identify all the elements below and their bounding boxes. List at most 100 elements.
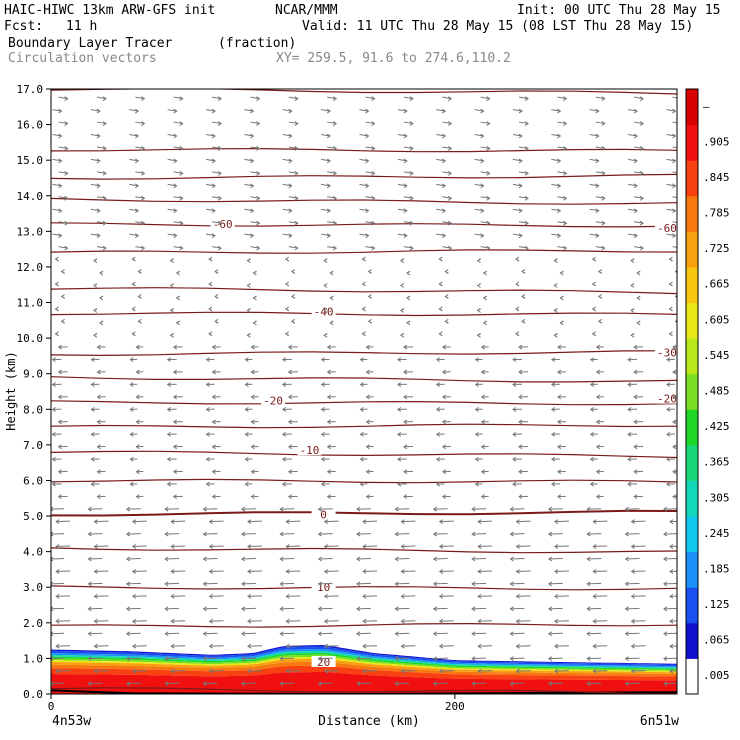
vector-arrowhead — [217, 96, 222, 102]
vector-arrowhead — [666, 481, 671, 487]
vector-arrowhead — [403, 108, 408, 114]
vector-arrowhead — [512, 382, 517, 387]
contour-line — [51, 197, 677, 205]
vector-arrow — [327, 246, 337, 249]
vector-arrowhead — [521, 269, 526, 274]
vector-arrowhead — [633, 158, 638, 164]
vector-arrow — [96, 96, 107, 100]
vector-arrow — [663, 508, 677, 510]
vector-arrowhead — [164, 656, 169, 662]
vector-arrow — [365, 146, 375, 149]
vector-arrow — [478, 645, 493, 647]
vector-arrowhead — [240, 531, 246, 537]
vector-arrowhead — [627, 431, 632, 437]
vector-arrowhead — [211, 344, 216, 350]
vector-arrowhead — [361, 331, 366, 337]
vector-arrowhead — [586, 681, 591, 686]
vector-arrowhead — [217, 146, 222, 151]
vector-arrowhead — [290, 294, 296, 299]
vector-arrowhead — [601, 195, 606, 201]
vector-arrowhead — [125, 556, 131, 562]
vector-arrow — [132, 645, 147, 647]
vector-arrow — [94, 670, 109, 672]
vector-arrow — [557, 146, 567, 149]
vector-arrowhead — [326, 158, 332, 164]
vector-arrowhead — [438, 544, 444, 549]
vector-arrowhead — [131, 643, 137, 649]
colorbar-label: .005 — [703, 669, 730, 682]
vector-arrowhead — [563, 96, 568, 102]
vector-arrowhead — [672, 183, 677, 189]
vector-arrowhead — [359, 456, 364, 462]
vector-arrowhead — [93, 519, 98, 525]
contour-label: -20 — [263, 394, 283, 407]
vector-arrow — [250, 171, 260, 174]
vector-arrowhead — [64, 245, 69, 251]
contour-line — [51, 687, 677, 694]
vector-arrow — [167, 109, 177, 112]
vector-arrowhead — [252, 320, 257, 326]
vector-arrowhead — [284, 281, 290, 287]
vector-arrowhead — [135, 344, 140, 350]
vector-arrowhead — [179, 96, 184, 102]
vector-arrowhead — [589, 382, 594, 387]
vector-arrowhead — [285, 643, 290, 649]
vector-arrowhead — [294, 96, 299, 102]
vector-arrow — [171, 670, 186, 672]
vector-arrow — [554, 670, 569, 672]
vector-arrowhead — [509, 681, 514, 686]
vector-arrow — [557, 221, 567, 224]
vector-arrowhead — [60, 318, 65, 324]
vector-arrowhead — [246, 332, 251, 338]
vector-arrow — [56, 670, 71, 672]
vector-arrowhead — [359, 382, 364, 387]
vector-arrow — [173, 171, 183, 174]
vector-arrowhead — [509, 531, 514, 537]
y-axis-label: Height (km) — [4, 351, 18, 430]
vector-arrowhead — [93, 643, 98, 649]
colorbar-swatch — [686, 622, 698, 659]
vector-arrow — [318, 533, 333, 535]
vector-arrowhead — [586, 531, 591, 537]
vector-arrowhead — [57, 444, 62, 450]
y-tick-label: 0.0 — [23, 688, 43, 701]
vector-arrow — [672, 246, 677, 248]
vector-arrow — [94, 645, 109, 647]
vector-arrowhead — [518, 344, 523, 350]
vector-arrowhead — [515, 256, 520, 262]
vector-arrow — [672, 121, 677, 124]
vector-arrowhead — [624, 631, 629, 637]
vector-arrowhead — [164, 506, 169, 512]
vector-arrow — [557, 96, 567, 100]
vector-arrowhead — [666, 382, 671, 387]
vector-arrowhead — [279, 531, 284, 537]
vector-arrow — [593, 670, 608, 672]
vector-arrowhead — [668, 331, 673, 337]
vector-arrowhead — [332, 245, 338, 251]
vector-arrowhead — [399, 307, 405, 313]
vector-arrowhead — [332, 195, 338, 201]
vector-arrow — [286, 670, 301, 672]
vector-arrowhead — [471, 581, 476, 587]
vector-arrow — [587, 607, 602, 610]
vector-arrow — [595, 171, 605, 174]
vector-arrowhead — [240, 581, 246, 587]
vector-arrowhead — [509, 656, 514, 662]
vector-arrow — [241, 558, 256, 560]
vector-arrow — [401, 620, 416, 622]
vector-arrow — [90, 208, 101, 212]
vector-arrow — [51, 682, 65, 685]
vector-arrow — [51, 508, 65, 510]
vector-arrowhead — [409, 146, 414, 151]
vector-arrowhead — [556, 419, 562, 425]
vector-arrowhead — [240, 506, 246, 512]
vector-arrowhead — [471, 631, 476, 637]
vector-arrowhead — [639, 220, 645, 226]
vector-arrowhead — [553, 307, 558, 313]
vector-arrowhead — [524, 195, 529, 201]
vector-arrowhead — [400, 668, 405, 674]
vector-arrowhead — [547, 556, 553, 562]
vector-arrow — [436, 158, 446, 162]
vector-arrowhead — [550, 431, 556, 437]
vector-arrowhead — [329, 270, 334, 276]
